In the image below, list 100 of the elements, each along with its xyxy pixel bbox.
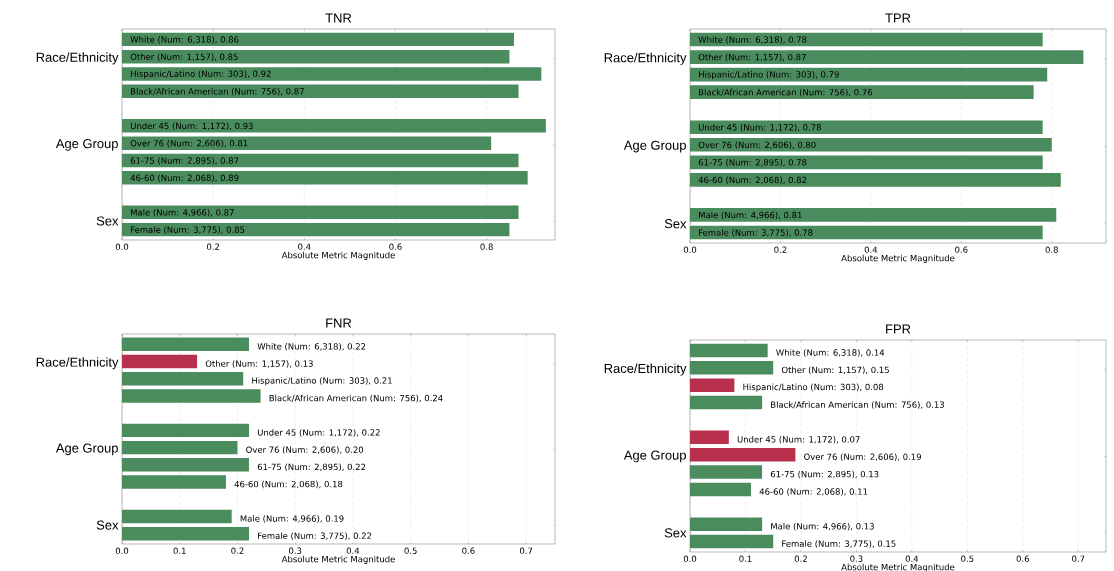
bar	[690, 482, 752, 497]
data-label: Over 76 (Num: 2,606), 0.20	[246, 446, 364, 454]
data-label: Hispanic/Latino (Num: 303), 0.08	[743, 383, 884, 392]
bar	[122, 49, 510, 64]
x-tick-label: 0.2	[774, 246, 787, 253]
data-label: Black/African American (Num: 756), 0.13	[771, 401, 944, 409]
text: Age Group	[623, 450, 686, 463]
data-label: Black/African American (Num: 756), 0.24	[269, 394, 443, 403]
bar	[122, 475, 226, 489]
x-tick-label: 0.6	[462, 547, 475, 554]
bar	[122, 354, 198, 369]
data-label: 46-60 (Num: 2,068), 0.82	[698, 176, 807, 185]
bar	[122, 222, 510, 237]
bar	[690, 225, 1043, 240]
data-label: Male (Num: 4,966), 0.19	[240, 515, 344, 523]
data-label: White (Num: 6,318), 0.22	[257, 343, 366, 351]
text: Age Group	[623, 140, 686, 153]
bar	[690, 50, 1084, 64]
x-tick-label: 0.6	[389, 243, 402, 250]
x-axis-title: Absolute Metric Magnitude	[281, 555, 395, 564]
bar	[690, 465, 763, 479]
chart-title: FPR	[886, 324, 911, 334]
bar	[690, 155, 1043, 170]
x-tick-label: 0.0	[115, 243, 129, 250]
x-axis-title: Absolute Metric Magnitude	[841, 563, 955, 571]
bar	[690, 517, 763, 531]
text: Race/Ethnicity	[604, 52, 687, 65]
bar	[122, 509, 232, 524]
bar	[122, 119, 546, 133]
data-label: Other (Num: 1,157), 0.15	[781, 366, 889, 375]
text: Race/Ethnicity	[604, 363, 687, 376]
bar	[122, 32, 514, 47]
text: Race/Ethnicity	[36, 52, 119, 65]
bar	[690, 85, 1034, 99]
data-label: Over 76 (Num: 2,606), 0.19	[804, 453, 921, 461]
bar	[122, 153, 519, 168]
x-tick-label: 0.6	[955, 246, 968, 253]
data-label: Other (Num: 1,157), 0.13	[205, 360, 313, 368]
bar	[690, 173, 1061, 187]
bar	[122, 458, 250, 472]
data-label: Male (Num: 4,966), 0.13	[771, 522, 874, 531]
x-tick-label: 0.2	[231, 547, 244, 554]
text: Sex	[96, 520, 119, 530]
x-tick-label: 0.0	[683, 555, 697, 562]
x-axis-title: Absolute Metric Magnitude	[841, 254, 955, 263]
text: Sex	[664, 528, 687, 538]
x-tick-label: 0.3	[289, 547, 302, 554]
x-tick-label: 0.5	[404, 547, 417, 554]
bar	[122, 205, 519, 220]
x-tick-label: 0.2	[206, 243, 220, 250]
data-label: 61-75 (Num: 2,895), 0.87	[130, 157, 239, 165]
bar	[690, 343, 768, 358]
data-label: Hispanic/Latino (Num: 303), 0.21	[252, 377, 392, 386]
data-label: Female (Num: 3,775), 0.78	[699, 229, 813, 237]
data-label: 61-75 (Num: 2,895), 0.78	[698, 159, 807, 167]
data-label: White (Num: 6,318), 0.86	[130, 36, 239, 44]
data-label: 61-75 (Num: 2,895), 0.22	[257, 463, 366, 472]
data-label: White (Num: 6,318), 0.14	[776, 349, 885, 357]
bar	[690, 361, 774, 375]
bar	[122, 136, 492, 150]
x-tick-label: 0.4	[905, 555, 919, 562]
text: Race/Ethnicity	[36, 357, 119, 370]
data-label: 46-60 (Num: 2,068), 0.18	[234, 480, 343, 489]
bar	[690, 120, 1043, 135]
data-label: Hispanic/Latino (Num: 303), 0.79	[699, 71, 839, 80]
data-label: Other (Num: 1,157), 0.85	[130, 53, 238, 61]
data-label: Hispanic/Latino (Num: 303), 0.92	[131, 70, 271, 79]
x-tick-label: 0.1	[173, 547, 186, 554]
x-tick-label: 0.8	[480, 243, 493, 250]
text: Sex	[664, 219, 687, 229]
data-label: Over 76 (Num: 2,606), 0.81	[130, 139, 248, 148]
x-tick-label: 0.4	[864, 246, 878, 253]
bar	[690, 447, 796, 462]
x-tick-label: 0.7	[1072, 555, 1085, 562]
data-label: Black/African American (Num: 756), 0.76	[699, 88, 873, 97]
text: Sex	[96, 216, 119, 226]
x-tick-label: 0.8	[1045, 246, 1058, 253]
data-label: Male (Num: 4,966), 0.81	[699, 211, 802, 220]
data-label: Over 76 (Num: 2,606), 0.80	[698, 141, 816, 150]
data-label: Under 45 (Num: 1,172), 0.07	[737, 436, 860, 444]
bar	[122, 389, 261, 403]
data-label: Female (Num: 3,775), 0.15	[782, 540, 896, 548]
data-label: Under 45 (Num: 1,172), 0.78	[698, 123, 821, 132]
bar	[122, 84, 519, 98]
bar	[122, 440, 238, 455]
bar	[690, 137, 1052, 152]
text: Age Group	[55, 443, 118, 456]
x-tick-label: 0.2	[794, 555, 807, 562]
text: Age Group	[55, 139, 118, 151]
x-tick-label: 0.3	[850, 555, 863, 562]
bar	[690, 378, 735, 392]
chart-title: FNR	[326, 318, 352, 328]
data-label: 61-75 (Num: 2,895), 0.13	[770, 470, 879, 479]
bar	[122, 526, 250, 541]
bar	[122, 372, 244, 386]
data-label: Under 45 (Num: 1,172), 0.22	[257, 429, 380, 437]
bar	[690, 430, 729, 445]
x-tick-label: 0.0	[683, 246, 697, 253]
bar	[690, 395, 763, 410]
x-tick-label: 0.1	[739, 555, 752, 562]
